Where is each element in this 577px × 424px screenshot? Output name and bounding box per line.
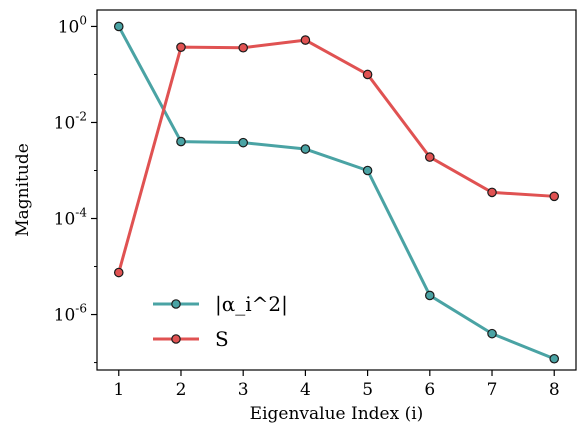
y-tick-label: 100: [58, 13, 87, 37]
legend-swatch-marker-0: [171, 299, 181, 309]
x-tick-label: 6: [424, 380, 435, 400]
data-point-s1-0: [113, 267, 124, 278]
data-point-s1-6: [487, 187, 497, 198]
series-line-1: [117, 38, 556, 275]
data-point-s0-6: [487, 328, 497, 339]
data-point-s0-2: [238, 137, 248, 148]
data-point-s0-1: [176, 136, 186, 147]
x-tick-label: 7: [487, 380, 498, 400]
data-point-s0-5: [425, 290, 435, 301]
data-point-s1-5: [425, 152, 435, 162]
legend-label-0: |α_i^2|: [215, 292, 288, 317]
data-point-s0-3: [300, 144, 311, 154]
data-point-s1-7: [549, 191, 560, 202]
data-point-s1-3: [300, 35, 311, 45]
legend: |α_i^2| S: [153, 292, 288, 351]
legend-label-1: S: [215, 327, 229, 351]
plot-frame: [96, 9, 577, 371]
y-axis-label: Magnitude: [13, 143, 33, 237]
ticks-layer: 1 2 3 4 5 6 7 8 100 10-2 10-4 10-6: [54, 13, 560, 400]
x-tick-label: 8: [549, 380, 560, 400]
y-tick-label: 10-4: [54, 206, 88, 230]
y-tick-label: 10-6: [54, 302, 87, 326]
data-point-s1-2: [238, 42, 248, 53]
data-point-s0-0: [113, 21, 124, 32]
legend-swatch-marker-1: [171, 334, 181, 344]
x-tick-label: 2: [176, 380, 187, 400]
x-axis-label: Eigenvalue Index (i): [250, 404, 424, 424]
data-point-s1-1: [176, 42, 186, 52]
x-tick-label: 3: [238, 380, 249, 400]
data-point-s1-4: [362, 69, 373, 80]
x-tick-label: 4: [300, 380, 311, 400]
data-point-s0-4: [362, 165, 373, 176]
series-line-0: [117, 24, 556, 361]
y-tick-label: 10-2: [54, 109, 87, 133]
x-tick-label: 5: [362, 380, 373, 400]
data-point-s0-7: [549, 353, 560, 364]
x-tick-label: 1: [113, 380, 124, 400]
plot-layer: [113, 21, 560, 364]
